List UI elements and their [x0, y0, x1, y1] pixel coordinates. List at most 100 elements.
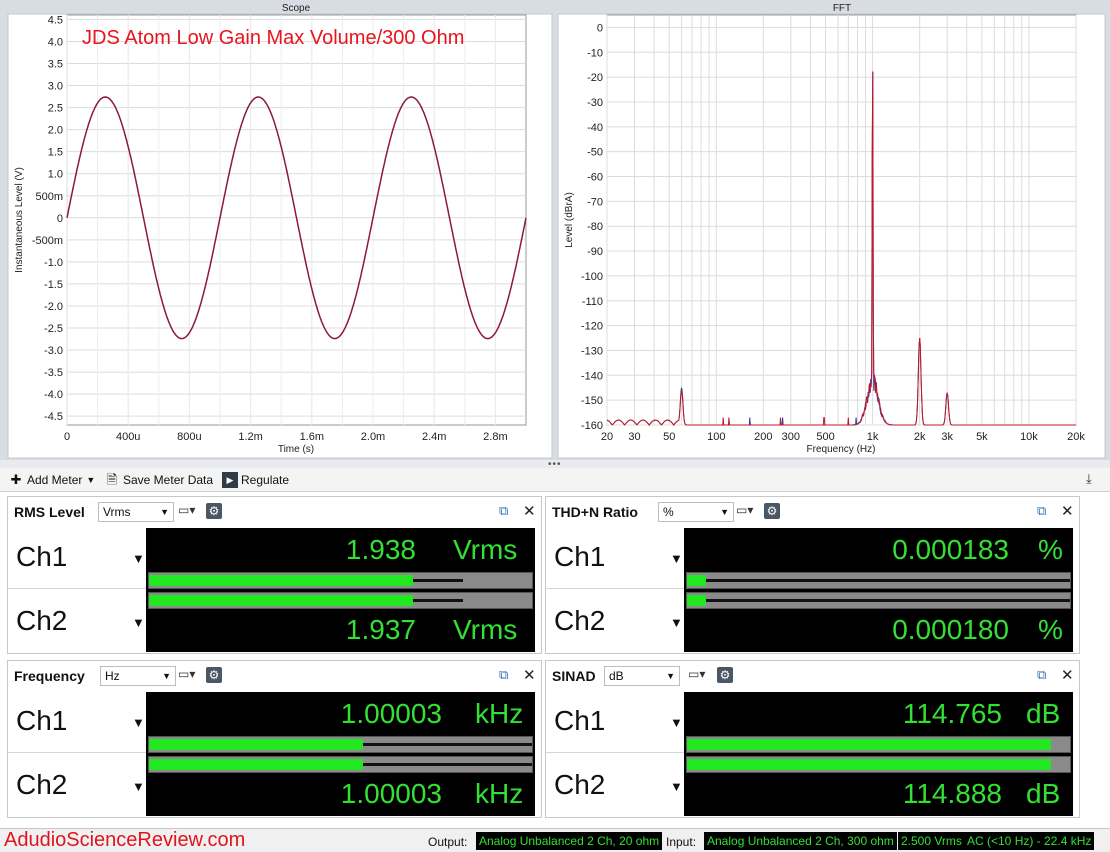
- fft-ytick-label: 0: [597, 22, 603, 34]
- channel-unit: Vrms: [453, 614, 518, 645]
- input-device-box[interactable]: Analog Unbalanced 2 Ch, 300 ohm: [704, 832, 897, 850]
- meter-unit-select[interactable]: dB ▼: [604, 666, 680, 686]
- graph-icon[interactable]: ▭▾: [736, 503, 754, 517]
- play-icon: ▶: [222, 472, 238, 488]
- gear-icon[interactable]: ⚙: [764, 503, 780, 519]
- meters-area: RMS Level Vrms ▼ ▭▾ ⚙ ⧉ ✕ Ch1 ▼ Ch2 ▼ 1.9…: [0, 493, 1110, 828]
- gear-icon[interactable]: ⚙: [717, 667, 733, 683]
- scope-ytick-label: 4.0: [48, 36, 63, 48]
- scope-ytick-label: 1.0: [48, 169, 63, 181]
- channel-dropdown-icon[interactable]: ▼: [670, 715, 683, 730]
- fft-ytick-label: -60: [587, 172, 603, 184]
- close-icon[interactable]: ✕: [523, 503, 536, 520]
- save-meter-data-button[interactable]: 🗎 Save Meter Data: [104, 470, 213, 490]
- fft-ytick-label: -40: [587, 122, 603, 134]
- scope-xlabel: Time (s): [278, 444, 314, 455]
- level-bar-fill: [687, 575, 707, 586]
- channel-label: Ch2: [554, 605, 606, 636]
- scope-xtick-label: 2.0m: [361, 431, 385, 443]
- regulate-label: Regulate: [241, 473, 290, 487]
- fft-ytick-label: -50: [587, 147, 603, 159]
- fft-xtick-label: 300: [782, 431, 800, 443]
- channel-dropdown-icon[interactable]: ▼: [132, 551, 145, 566]
- meter-readout: 0.000183 % 0.000180 %: [684, 528, 1073, 652]
- channel-dropdown-icon[interactable]: ▼: [670, 779, 683, 794]
- fft-xlabel: Frequency (Hz): [807, 444, 876, 455]
- fft-plot-area: [606, 14, 1077, 426]
- meter-title: THD+N Ratio: [552, 504, 638, 520]
- splitter-grip-icon[interactable]: •••: [548, 459, 562, 470]
- download-icon[interactable]: ⤓: [1086, 471, 1092, 486]
- scope-ytick-label: -3.0: [44, 345, 63, 357]
- output-label: Output:: [428, 835, 468, 849]
- meter-frequency: Frequency Hz ▼ ▭▾ ⚙ ⧉ ✕ Ch1 ▼ Ch2 ▼ 1.000…: [7, 660, 542, 818]
- close-icon[interactable]: ✕: [1061, 503, 1074, 520]
- scope-xtick-label: 2.8m: [483, 431, 507, 443]
- graph-icon[interactable]: ▭▾: [688, 667, 706, 681]
- scope-ytick-label: -4.5: [44, 411, 63, 423]
- close-icon[interactable]: ✕: [1061, 667, 1074, 684]
- graph-icon[interactable]: ▭▾: [178, 667, 196, 681]
- fft-xtick-label: 30: [628, 431, 640, 443]
- scope-title: Scope: [282, 3, 311, 14]
- level-bar: [148, 592, 533, 609]
- chevron-down-icon: ▼: [720, 507, 729, 517]
- fft-graph[interactable]: FFT 0 -10 -20 -30 -40 -50 -60 -70 -80 -90 -100 -110…: [555, 0, 1110, 460]
- scope-ytick-label: -2.0: [44, 301, 63, 313]
- meter-thd-n-ratio: THD+N Ratio % ▼ ▭▾ ⚙ ⧉ ✕ Ch1 ▼ Ch2 ▼ 0.00…: [545, 496, 1080, 654]
- channel-dropdown-icon[interactable]: ▼: [132, 615, 145, 630]
- meter-unit-select[interactable]: Vrms ▼: [98, 502, 174, 522]
- channel-dropdown-icon[interactable]: ▼: [670, 551, 683, 566]
- watermark-text: AdudioScienceReview.com: [4, 829, 246, 851]
- scope-ylabel: Instantaneous Level (V): [14, 167, 25, 273]
- scope-xtick-label: 1.6m: [300, 431, 324, 443]
- meter-header: SINAD dB ▼ ▭▾ ⚙ ⧉ ✕: [546, 661, 1079, 689]
- fft-xtick-label: 3k: [941, 431, 953, 443]
- channel-dropdown-icon[interactable]: ▼: [132, 715, 145, 730]
- input-filter-box[interactable]: AC (<10 Hz) - 22.4 kHz: [964, 832, 1095, 850]
- popout-icon[interactable]: ⧉: [499, 667, 509, 682]
- channel-unit: kHz: [475, 778, 524, 809]
- fft-xtick-label: 20: [601, 431, 613, 443]
- channel-dropdown-icon[interactable]: ▼: [132, 779, 145, 794]
- scope-ytick-label: 500m: [35, 191, 63, 203]
- add-meter-label: Add Meter: [27, 473, 83, 487]
- fft-xtick-label: 200: [754, 431, 772, 443]
- level-bar-fill: [149, 595, 414, 606]
- popout-icon[interactable]: ⧉: [1037, 503, 1047, 518]
- gear-icon[interactable]: ⚙: [206, 667, 222, 683]
- scope-ytick-label: -2.5: [44, 323, 63, 335]
- meter-readout: 114.765 dB 114.888 dB: [684, 692, 1073, 816]
- graph-icon[interactable]: ▭▾: [178, 503, 196, 517]
- channel-label: Ch1: [16, 705, 68, 736]
- regulate-button[interactable]: ▶ Regulate: [222, 470, 289, 490]
- scope-waveform-trace: [66, 96, 527, 340]
- close-icon[interactable]: ✕: [523, 667, 536, 684]
- scope-ytick-label: -1.5: [44, 279, 63, 291]
- level-bar-peak: [706, 599, 1070, 602]
- output-device-box[interactable]: Analog Unbalanced 2 Ch, 20 ohm: [476, 832, 663, 850]
- channel-value: 1.937: [345, 614, 416, 645]
- channel-divider: [8, 588, 148, 589]
- panel-splitter[interactable]: [0, 460, 1110, 468]
- fft-ytick-label: -100: [581, 271, 603, 283]
- add-meter-button[interactable]: ✚ Add Meter ▼: [8, 470, 96, 490]
- fft-xtick-label: 2k: [914, 431, 926, 443]
- popout-icon[interactable]: ⧉: [1037, 667, 1047, 682]
- popout-icon[interactable]: ⧉: [499, 503, 509, 518]
- level-bar: [686, 572, 1071, 589]
- scope-graph[interactable]: Scope 4.5 4.0 3.5 3.0 2.5 2.0 1.5 1.0 500m 0 -500m…: [0, 0, 553, 460]
- meter-unit-select[interactable]: % ▼: [658, 502, 734, 522]
- gear-icon[interactable]: ⚙: [206, 503, 222, 519]
- input-level-box[interactable]: 2.500 Vrms: [898, 832, 965, 850]
- channel-divider: [546, 752, 686, 753]
- chevron-down-icon: ▼: [86, 475, 96, 485]
- status-bar: Output: Analog Unbalanced 2 Ch, 20 ohm I…: [0, 828, 1110, 852]
- channel-dropdown-icon[interactable]: ▼: [670, 615, 683, 630]
- meter-header: THD+N Ratio % ▼ ▭▾ ⚙ ⧉ ✕: [546, 497, 1079, 525]
- level-bar-fill: [687, 759, 1051, 770]
- level-bar-peak: [706, 579, 1070, 582]
- fft-trace-ch1: [606, 71, 1076, 426]
- meter-unit-select[interactable]: Hz ▼: [100, 666, 176, 686]
- level-bar-fill: [687, 595, 707, 606]
